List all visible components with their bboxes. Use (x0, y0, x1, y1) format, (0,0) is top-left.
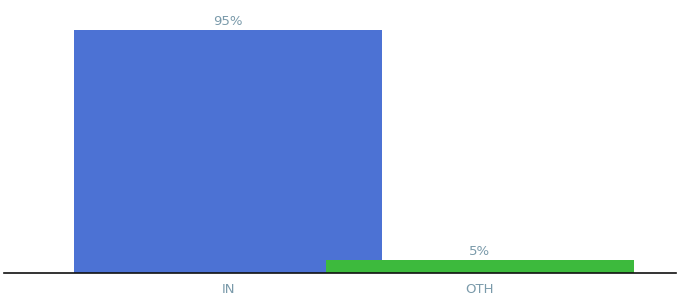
Text: 5%: 5% (469, 245, 490, 258)
Text: 95%: 95% (214, 15, 243, 28)
Bar (326, 260, 634, 273)
Bar (74, 30, 382, 273)
